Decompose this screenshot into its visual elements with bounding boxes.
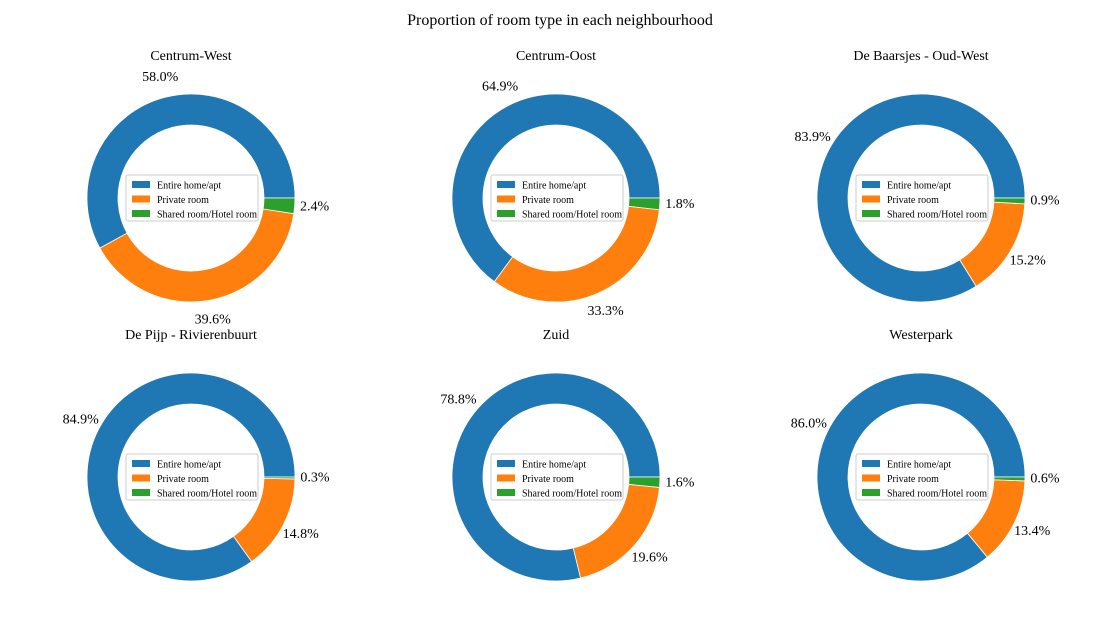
legend-swatch: [132, 460, 150, 467]
legend-label: Private room: [887, 474, 939, 485]
donut-slice: [816, 372, 1026, 582]
chart-panels: Centrum-West 58.0% 39.6% 2.4% Entire home/ap…: [63, 49, 1060, 582]
donut-slice: [86, 372, 296, 582]
donut-slice: [816, 93, 1026, 303]
slice-percent-label: 64.9%: [482, 80, 519, 95]
donut-chart: De Pijp - Rivierenbuurt 84.9% 14.8% 0.3% Ent…: [63, 328, 330, 582]
slice-percent-label: 0.9%: [1030, 194, 1060, 209]
slice-percent-label: 58.0%: [142, 70, 179, 85]
legend-label: Private room: [522, 195, 574, 206]
legend: Entire home/apt Private room Shared room/H…: [855, 453, 989, 501]
legend-swatch: [497, 210, 515, 217]
legend-label: Entire home/apt: [522, 180, 586, 191]
donut-slice: [99, 208, 295, 303]
slice-percent-label: 78.8%: [440, 393, 477, 408]
legend-label: Private room: [157, 474, 209, 485]
legend-label: Entire home/apt: [522, 459, 586, 470]
slice-percent-label: 0.6%: [1030, 472, 1060, 487]
chart-title: Westerpark: [889, 328, 952, 343]
legend-label: Private room: [157, 195, 209, 206]
legend-swatch: [497, 460, 515, 467]
legend-swatch: [497, 489, 515, 496]
donut-chart: Westerpark 86.0% 13.4% 0.6% Entire home/apt P…: [791, 328, 1060, 582]
donut-slice: [451, 93, 661, 283]
slice-percent-label: 14.8%: [283, 527, 320, 542]
legend-frame: [855, 174, 989, 222]
legend: Entire home/apt Private room Shared room/H…: [490, 453, 624, 501]
legend-swatch: [862, 195, 880, 203]
legend-swatch: [132, 210, 150, 217]
slice-percent-label: 86.0%: [791, 416, 828, 431]
legend-label: Entire home/apt: [887, 180, 951, 191]
chart-title: De Pijp - Rivierenbuurt: [125, 328, 257, 343]
donut-chart: Centrum-Oost 64.9% 33.3% 1.8% Entire home/ap…: [451, 49, 695, 319]
legend-swatch: [132, 195, 150, 203]
legend-label: Entire home/apt: [887, 459, 951, 470]
slice-percent-label: 15.2%: [1010, 253, 1047, 268]
slice-percent-label: 39.6%: [195, 312, 232, 327]
legend-swatch: [862, 474, 880, 482]
legend: Entire home/apt Private room Shared room/H…: [125, 174, 259, 222]
legend-swatch: [862, 210, 880, 217]
legend-frame: [490, 453, 624, 501]
slice-percent-label: 2.4%: [300, 200, 330, 215]
donut-chart: De Baarsjes - Oud-West 83.9% 15.2% 0.9% Enti…: [794, 49, 1060, 303]
legend-label: Entire home/apt: [157, 180, 221, 191]
slice-percent-label: 1.6%: [665, 475, 695, 490]
donut-slice: [628, 197, 661, 211]
legend: Entire home/apt Private room Shared room/H…: [125, 453, 259, 501]
slice-percent-label: 33.3%: [588, 304, 625, 319]
donut-slice: [451, 372, 661, 582]
legend-swatch: [132, 474, 150, 482]
legend-frame: [490, 174, 624, 222]
legend-label: Entire home/apt: [157, 459, 221, 470]
chart-title: De Baarsjes - Oud-West: [853, 49, 988, 64]
legend-swatch: [862, 489, 880, 496]
donut-slice: [993, 197, 1026, 205]
slice-percent-label: 1.8%: [665, 197, 695, 212]
legend-swatch: [862, 460, 880, 467]
chart-title: Centrum-Oost: [516, 49, 596, 64]
legend: Entire home/apt Private room Shared room/H…: [855, 174, 989, 222]
legend-swatch: [862, 181, 880, 188]
legend-label: Shared room/Hotel room: [157, 488, 257, 499]
legend-swatch: [132, 181, 150, 188]
chart-title: Zuid: [543, 328, 569, 343]
donut-slice: [628, 476, 661, 488]
slice-percent-label: 84.9%: [63, 413, 100, 428]
legend-label: Private room: [522, 474, 574, 485]
legend: Entire home/apt Private room Shared room/H…: [490, 174, 624, 222]
legend-label: Shared room/Hotel room: [887, 488, 987, 499]
donut-slice: [262, 197, 296, 215]
legend-swatch: [132, 489, 150, 496]
chart-title: Centrum-West: [150, 49, 231, 64]
donut-slice: [263, 476, 296, 480]
legend-label: Shared room/Hotel room: [522, 488, 622, 499]
legend-frame: [125, 174, 259, 222]
legend-swatch: [497, 181, 515, 188]
donut-slice: [993, 476, 1026, 482]
legend-frame: [125, 453, 259, 501]
donut-chart: Zuid 78.8% 19.6% 1.6% Entire home/apt Private…: [440, 328, 695, 582]
slice-percent-label: 13.4%: [1014, 524, 1051, 539]
donut-slice: [86, 93, 296, 249]
figure-title: Proportion of room type in each neighbou…: [407, 12, 713, 29]
legend-label: Shared room/Hotel room: [522, 209, 622, 220]
legend-label: Shared room/Hotel room: [157, 209, 257, 220]
legend-frame: [855, 453, 989, 501]
legend-swatch: [497, 474, 515, 482]
slice-percent-label: 0.3%: [300, 470, 330, 485]
legend-label: Shared room/Hotel room: [887, 209, 987, 220]
legend-label: Private room: [887, 195, 939, 206]
slice-percent-label: 83.9%: [794, 130, 831, 145]
slice-percent-label: 19.6%: [631, 551, 668, 566]
donut-chart: Centrum-West 58.0% 39.6% 2.4% Entire home/ap…: [86, 49, 330, 327]
legend-swatch: [497, 195, 515, 203]
